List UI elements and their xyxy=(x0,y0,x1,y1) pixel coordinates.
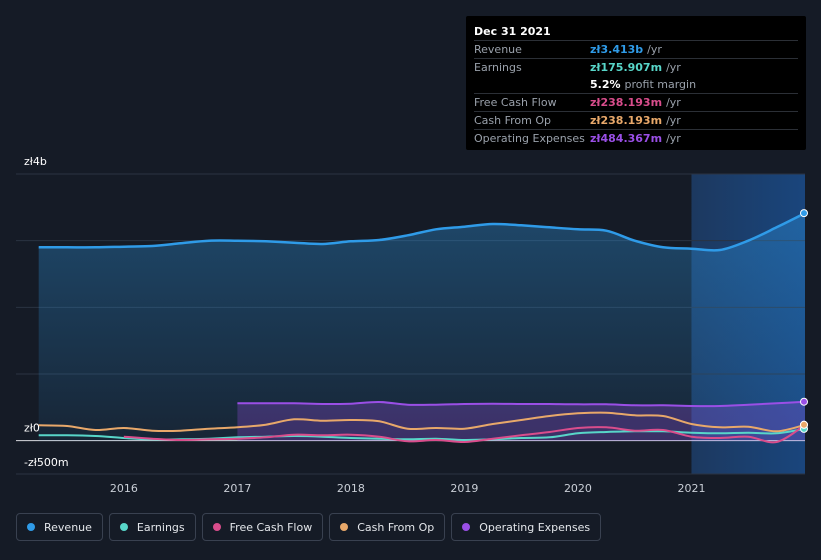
legend-dot-icon xyxy=(462,523,471,531)
legend-label: Operating Expenses xyxy=(479,520,591,534)
operating-expenses-end-marker xyxy=(800,397,808,406)
tooltip-row-unit: /yr xyxy=(666,114,681,127)
tooltip-row-name: Operating Expenses xyxy=(474,132,585,145)
tooltip-row: Free Cash Flow zł238.193m/yr xyxy=(474,93,798,111)
tooltip-row-value: zł175.907m xyxy=(590,61,663,74)
cash-from-op-end-marker xyxy=(800,420,808,429)
revenue-area xyxy=(38,213,805,441)
tooltip-row-name: Free Cash Flow xyxy=(474,96,557,109)
legend: Revenue Earnings Free Cash Flow Cash From O… xyxy=(16,513,602,541)
legend-item-revenue[interactable]: Revenue xyxy=(16,513,103,541)
tooltip-row-unit: /yr xyxy=(666,96,681,109)
tooltip-row-name: Cash From Op xyxy=(474,114,552,127)
tooltip: Dec 31 2021 Revenue zł3.413b/yr Earnings zł… xyxy=(466,16,806,150)
tooltip-row-name: Revenue xyxy=(474,43,522,56)
legend-label: Free Cash Flow xyxy=(229,520,313,534)
tooltip-row-unit: profit margin xyxy=(624,78,697,91)
cash-from-op-line xyxy=(38,411,806,433)
legend-item-free-cash-flow[interactable]: Free Cash Flow xyxy=(201,513,324,541)
y-tick-label: -zł500m xyxy=(24,456,69,469)
x-tick-label: 2020 xyxy=(564,482,592,495)
tooltip-row-value: 5.2% xyxy=(590,78,621,91)
tooltip-row-unit: /yr xyxy=(666,61,681,74)
tooltip-row: 5.2% profit margin xyxy=(474,76,798,93)
tooltip-row-name: Earnings xyxy=(474,61,522,74)
tooltip-date: Dec 31 2021 xyxy=(474,25,551,38)
tooltip-row-value: zł238.193m xyxy=(590,96,663,109)
x-tick-label: 2017 xyxy=(223,482,251,495)
y-tick-label: zł0 xyxy=(24,422,40,435)
tooltip-row: Operating Expenses zł484.367m/yr xyxy=(474,129,798,147)
legend-label: Revenue xyxy=(44,520,92,534)
legend-dot-icon xyxy=(119,523,128,531)
legend-item-earnings[interactable]: Earnings xyxy=(108,513,196,541)
revenue-line xyxy=(38,211,806,252)
legend-label: Earnings xyxy=(136,520,185,534)
tooltip-row-value: zł3.413b xyxy=(590,43,644,56)
tooltip-row: Earnings zł175.907m/yr xyxy=(474,58,798,76)
operating-expenses-line xyxy=(237,400,806,408)
x-tick-label: 2018 xyxy=(337,482,365,495)
x-tick-label: 2016 xyxy=(110,482,138,495)
tooltip-row-value: zł484.367m xyxy=(590,132,663,145)
legend-dot-icon xyxy=(212,523,221,531)
legend-dot-icon xyxy=(340,523,349,531)
tooltip-row-unit: /yr xyxy=(666,132,681,145)
legend-item-operating-expenses[interactable]: Operating Expenses xyxy=(451,513,602,541)
tooltip-row: Revenue zł3.413b/yr xyxy=(474,40,798,58)
tooltip-row: Cash From Op zł238.193m/yr xyxy=(474,111,798,129)
tooltip-row-unit: /yr xyxy=(647,43,662,56)
free-cash-flow-line xyxy=(123,423,806,444)
legend-label: Cash From Op xyxy=(357,520,435,534)
x-tick-label: 2019 xyxy=(450,482,478,495)
y-tick-label: zł4b xyxy=(24,155,47,168)
tooltip-row-value: zł238.193m xyxy=(590,114,663,127)
legend-dot-icon xyxy=(27,523,35,531)
x-tick-label: 2021 xyxy=(677,482,705,495)
revenue-end-marker xyxy=(800,209,808,218)
tooltip-row-name xyxy=(474,76,590,93)
legend-item-cash-from-op[interactable]: Cash From Op xyxy=(329,513,446,541)
